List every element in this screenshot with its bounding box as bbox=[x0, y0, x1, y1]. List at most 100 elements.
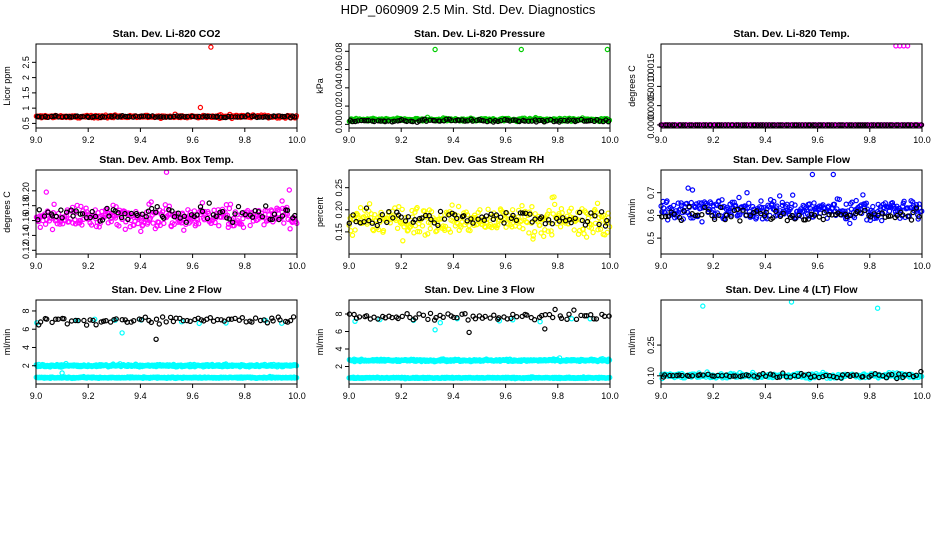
data-point bbox=[910, 209, 916, 216]
data-point bbox=[716, 212, 722, 218]
data-point bbox=[247, 222, 253, 229]
data-point bbox=[161, 220, 167, 227]
y-axis-label: Licor ppm bbox=[2, 66, 12, 106]
data-point bbox=[687, 122, 693, 128]
data-point bbox=[666, 122, 673, 128]
data-point bbox=[755, 122, 761, 128]
data-point bbox=[796, 212, 802, 219]
y-tick-label: 0.5 bbox=[21, 117, 31, 130]
data-point bbox=[177, 215, 183, 221]
data-point bbox=[416, 311, 422, 317]
data-point bbox=[820, 216, 827, 223]
data-points bbox=[658, 171, 925, 227]
x-tick-label: 10.0 bbox=[601, 135, 619, 145]
data-point bbox=[826, 122, 832, 128]
data-point bbox=[585, 215, 592, 222]
y-tick-label: 0.7 bbox=[646, 186, 656, 199]
data-point bbox=[36, 207, 43, 213]
data-point bbox=[792, 202, 798, 208]
data-point bbox=[171, 113, 177, 120]
data-point bbox=[355, 118, 361, 124]
data-point bbox=[733, 122, 740, 128]
y-axis-label: kPa bbox=[315, 78, 325, 94]
data-point bbox=[153, 316, 160, 322]
data-point bbox=[735, 206, 741, 212]
data-point bbox=[194, 212, 200, 218]
data-point bbox=[358, 117, 365, 124]
x-tick-label: 9.8 bbox=[864, 135, 877, 145]
data-point bbox=[419, 215, 425, 221]
data-point bbox=[799, 122, 805, 128]
data-point bbox=[509, 224, 515, 230]
data-point bbox=[122, 210, 128, 217]
x-tick-label: 10.0 bbox=[288, 391, 306, 401]
data-point bbox=[244, 112, 251, 118]
data-point bbox=[769, 122, 775, 128]
data-point bbox=[450, 218, 456, 224]
panel-3: Stan. Dev. Li-820 Temp.degrees C9.0 9.2 9.… bbox=[627, 28, 931, 145]
data-point bbox=[853, 197, 859, 204]
data-point bbox=[517, 210, 524, 216]
data-point bbox=[861, 205, 868, 211]
plot-frame bbox=[35, 169, 298, 255]
data-point bbox=[816, 214, 823, 220]
data-point bbox=[42, 113, 49, 120]
data-point bbox=[899, 122, 905, 128]
data-point bbox=[66, 113, 73, 120]
data-point bbox=[454, 215, 460, 222]
data-point bbox=[477, 207, 483, 213]
data-point bbox=[737, 218, 743, 224]
data-point bbox=[719, 122, 725, 128]
data-point bbox=[64, 321, 71, 327]
data-point bbox=[492, 117, 498, 124]
data-point bbox=[566, 311, 572, 317]
data-point bbox=[757, 122, 764, 128]
data-point bbox=[352, 118, 358, 125]
outlier-point bbox=[518, 46, 525, 53]
data-point bbox=[774, 203, 780, 209]
data-point bbox=[532, 216, 538, 222]
data-point bbox=[671, 211, 677, 217]
data-point bbox=[549, 220, 556, 227]
data-point bbox=[501, 220, 507, 226]
data-point bbox=[579, 217, 586, 224]
data-point bbox=[216, 222, 222, 229]
data-points bbox=[346, 46, 613, 125]
data-point bbox=[51, 201, 57, 207]
y-tick-label: 0.0005 bbox=[646, 92, 656, 120]
data-point bbox=[36, 113, 42, 120]
x-tick-label: 9.6 bbox=[811, 261, 824, 271]
data-point bbox=[109, 113, 115, 120]
data-point bbox=[414, 228, 421, 235]
y-tick-label: 0.08 bbox=[334, 43, 344, 61]
data-point bbox=[665, 213, 672, 219]
data-point bbox=[394, 225, 401, 231]
data-point bbox=[428, 216, 434, 223]
data-point bbox=[357, 204, 364, 211]
data-point bbox=[219, 208, 226, 215]
outlier-point bbox=[788, 299, 795, 305]
data-point bbox=[240, 224, 247, 231]
x-tick-label: 9.0 bbox=[655, 261, 668, 271]
data-point bbox=[239, 315, 245, 321]
data-point bbox=[263, 203, 269, 209]
x-tick-label: 9.8 bbox=[552, 391, 565, 401]
x-tick-label: 9.0 bbox=[655, 391, 668, 401]
data-point bbox=[138, 228, 144, 235]
data-point bbox=[825, 203, 832, 209]
data-point bbox=[69, 114, 75, 120]
figure-title: HDP_060909 2.5 Min. Std. Dev. Diagnostic… bbox=[340, 2, 596, 17]
data-point bbox=[777, 122, 783, 128]
data-point bbox=[875, 212, 881, 219]
data-point bbox=[183, 219, 189, 225]
data-point bbox=[361, 219, 367, 225]
data-point bbox=[202, 113, 208, 119]
data-point bbox=[379, 211, 385, 218]
plot-frame bbox=[660, 169, 923, 255]
data-point bbox=[155, 114, 161, 120]
data-point bbox=[744, 189, 750, 196]
data-point bbox=[435, 222, 441, 229]
data-point bbox=[561, 117, 568, 124]
data-point bbox=[681, 208, 687, 214]
